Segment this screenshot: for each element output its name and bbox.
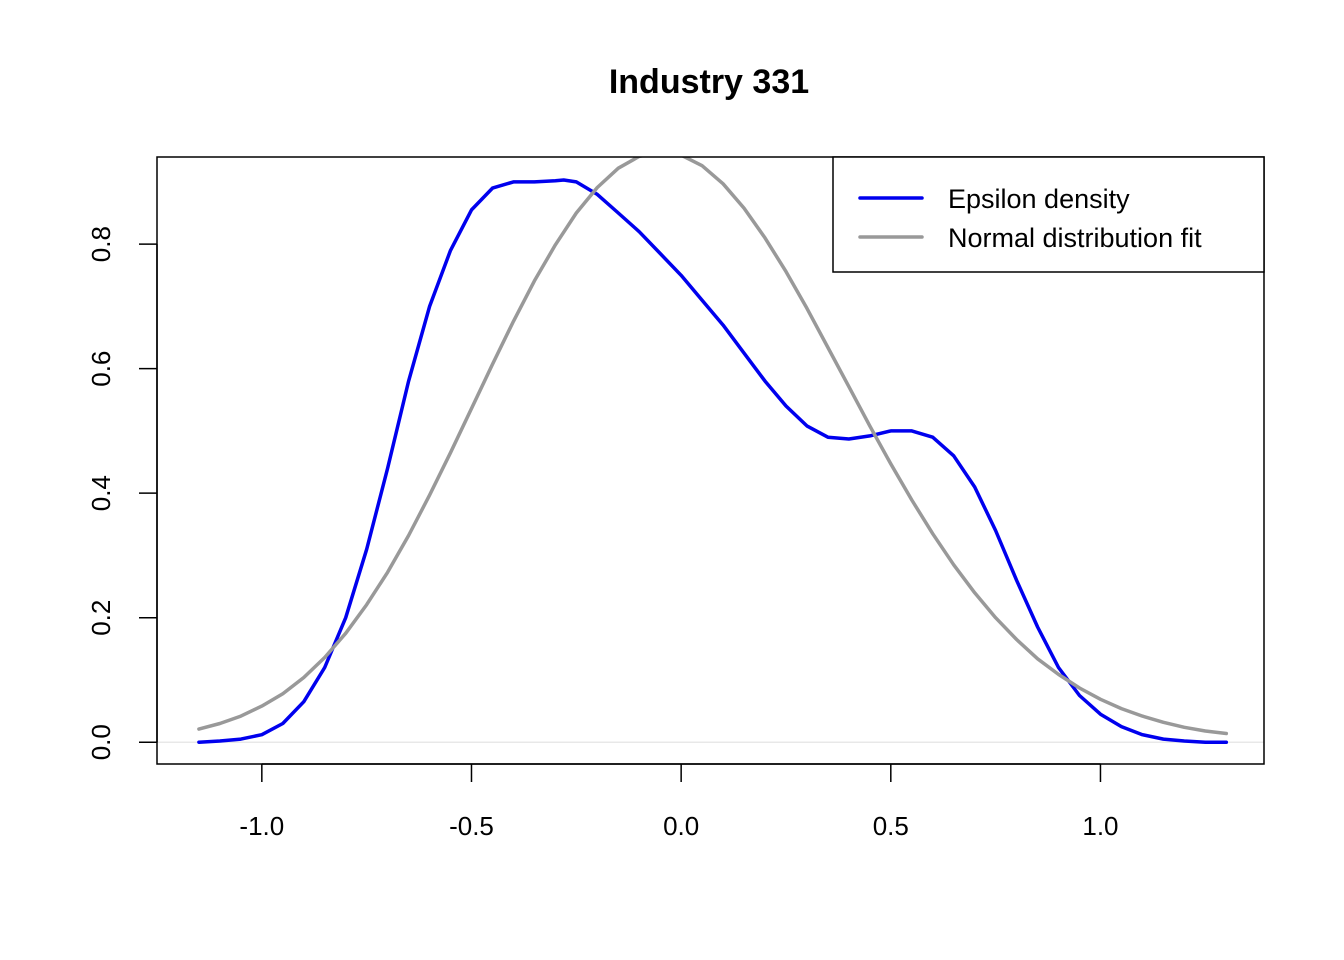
legend: Epsilon density Normal distribution fit [832, 156, 1265, 273]
x-axis: -1.0 -0.5 0.0 0.5 1.0 [239, 763, 1119, 841]
y-tick-label: 0.4 [86, 475, 116, 511]
legend-label-normal: Normal distribution fit [948, 223, 1202, 253]
y-axis: 0.0 0.2 0.4 0.6 0.8 [86, 226, 158, 760]
x-tick-label: 0.0 [663, 811, 699, 841]
x-tick-label: 0.5 [873, 811, 909, 841]
x-tick-label: -1.0 [239, 811, 284, 841]
legend-label-epsilon: Epsilon density [948, 184, 1130, 214]
series-line-normal-fit [197, 157, 1229, 736]
y-tick-label: 0.0 [86, 724, 116, 760]
x-tick-label: -0.5 [449, 811, 494, 841]
legend-box [832, 156, 1265, 273]
y-tick-label: 0.6 [86, 351, 116, 387]
series-line-epsilon-density [197, 178, 1229, 744]
series-layer [197, 157, 1229, 744]
chart-title: Industry 331 [609, 63, 809, 101]
y-tick-label: 0.8 [86, 226, 116, 262]
y-tick-label: 0.2 [86, 600, 116, 636]
x-tick-label: 1.0 [1082, 811, 1118, 841]
